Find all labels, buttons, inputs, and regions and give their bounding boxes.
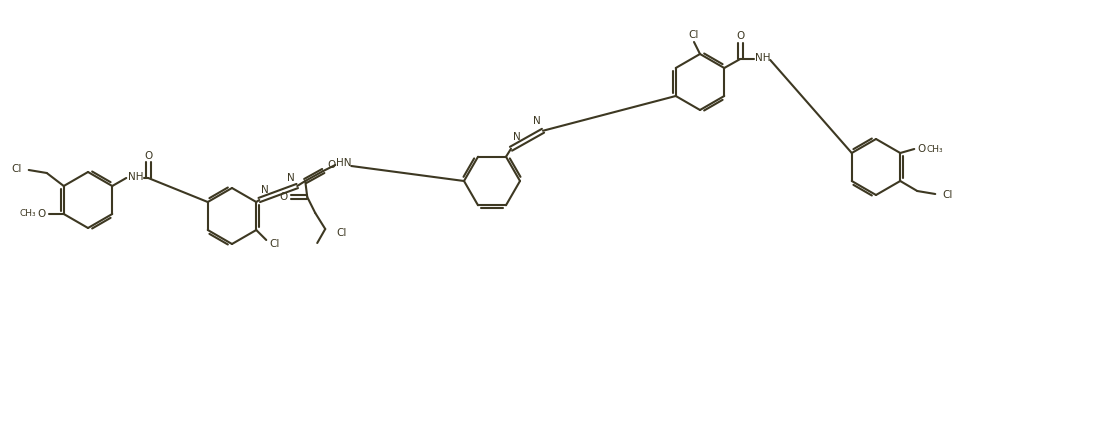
Text: Cl: Cl <box>12 164 22 174</box>
Text: N: N <box>513 132 521 142</box>
Text: N: N <box>261 185 269 195</box>
Text: Cl: Cl <box>942 190 952 200</box>
Text: CH₃: CH₃ <box>20 210 36 218</box>
Text: HN: HN <box>337 158 352 168</box>
Text: Cl: Cl <box>269 239 280 249</box>
Text: O: O <box>917 144 926 154</box>
Text: O: O <box>736 31 745 41</box>
Text: O: O <box>279 192 287 202</box>
Text: Cl: Cl <box>689 30 699 40</box>
Text: Cl: Cl <box>336 228 347 238</box>
Text: O: O <box>37 209 46 219</box>
Text: N: N <box>533 116 541 126</box>
Text: O: O <box>144 151 152 161</box>
Text: N: N <box>287 173 295 183</box>
Text: O: O <box>327 160 336 170</box>
Text: NH: NH <box>756 53 771 63</box>
Text: CH₃: CH₃ <box>927 144 943 153</box>
Text: NH: NH <box>128 172 144 182</box>
